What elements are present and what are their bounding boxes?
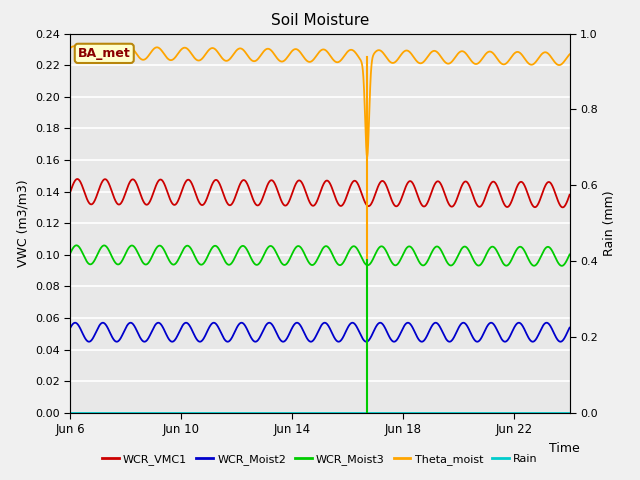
Y-axis label: Rain (mm): Rain (mm) xyxy=(604,191,616,256)
Text: BA_met: BA_met xyxy=(78,47,131,60)
Y-axis label: VWC (m3/m3): VWC (m3/m3) xyxy=(17,180,29,267)
X-axis label: Time: Time xyxy=(549,442,580,455)
Title: Soil Moisture: Soil Moisture xyxy=(271,13,369,28)
Legend: WCR_VMC1, WCR_Moist2, WCR_Moist3, Theta_moist, Rain: WCR_VMC1, WCR_Moist2, WCR_Moist3, Theta_… xyxy=(97,450,543,469)
